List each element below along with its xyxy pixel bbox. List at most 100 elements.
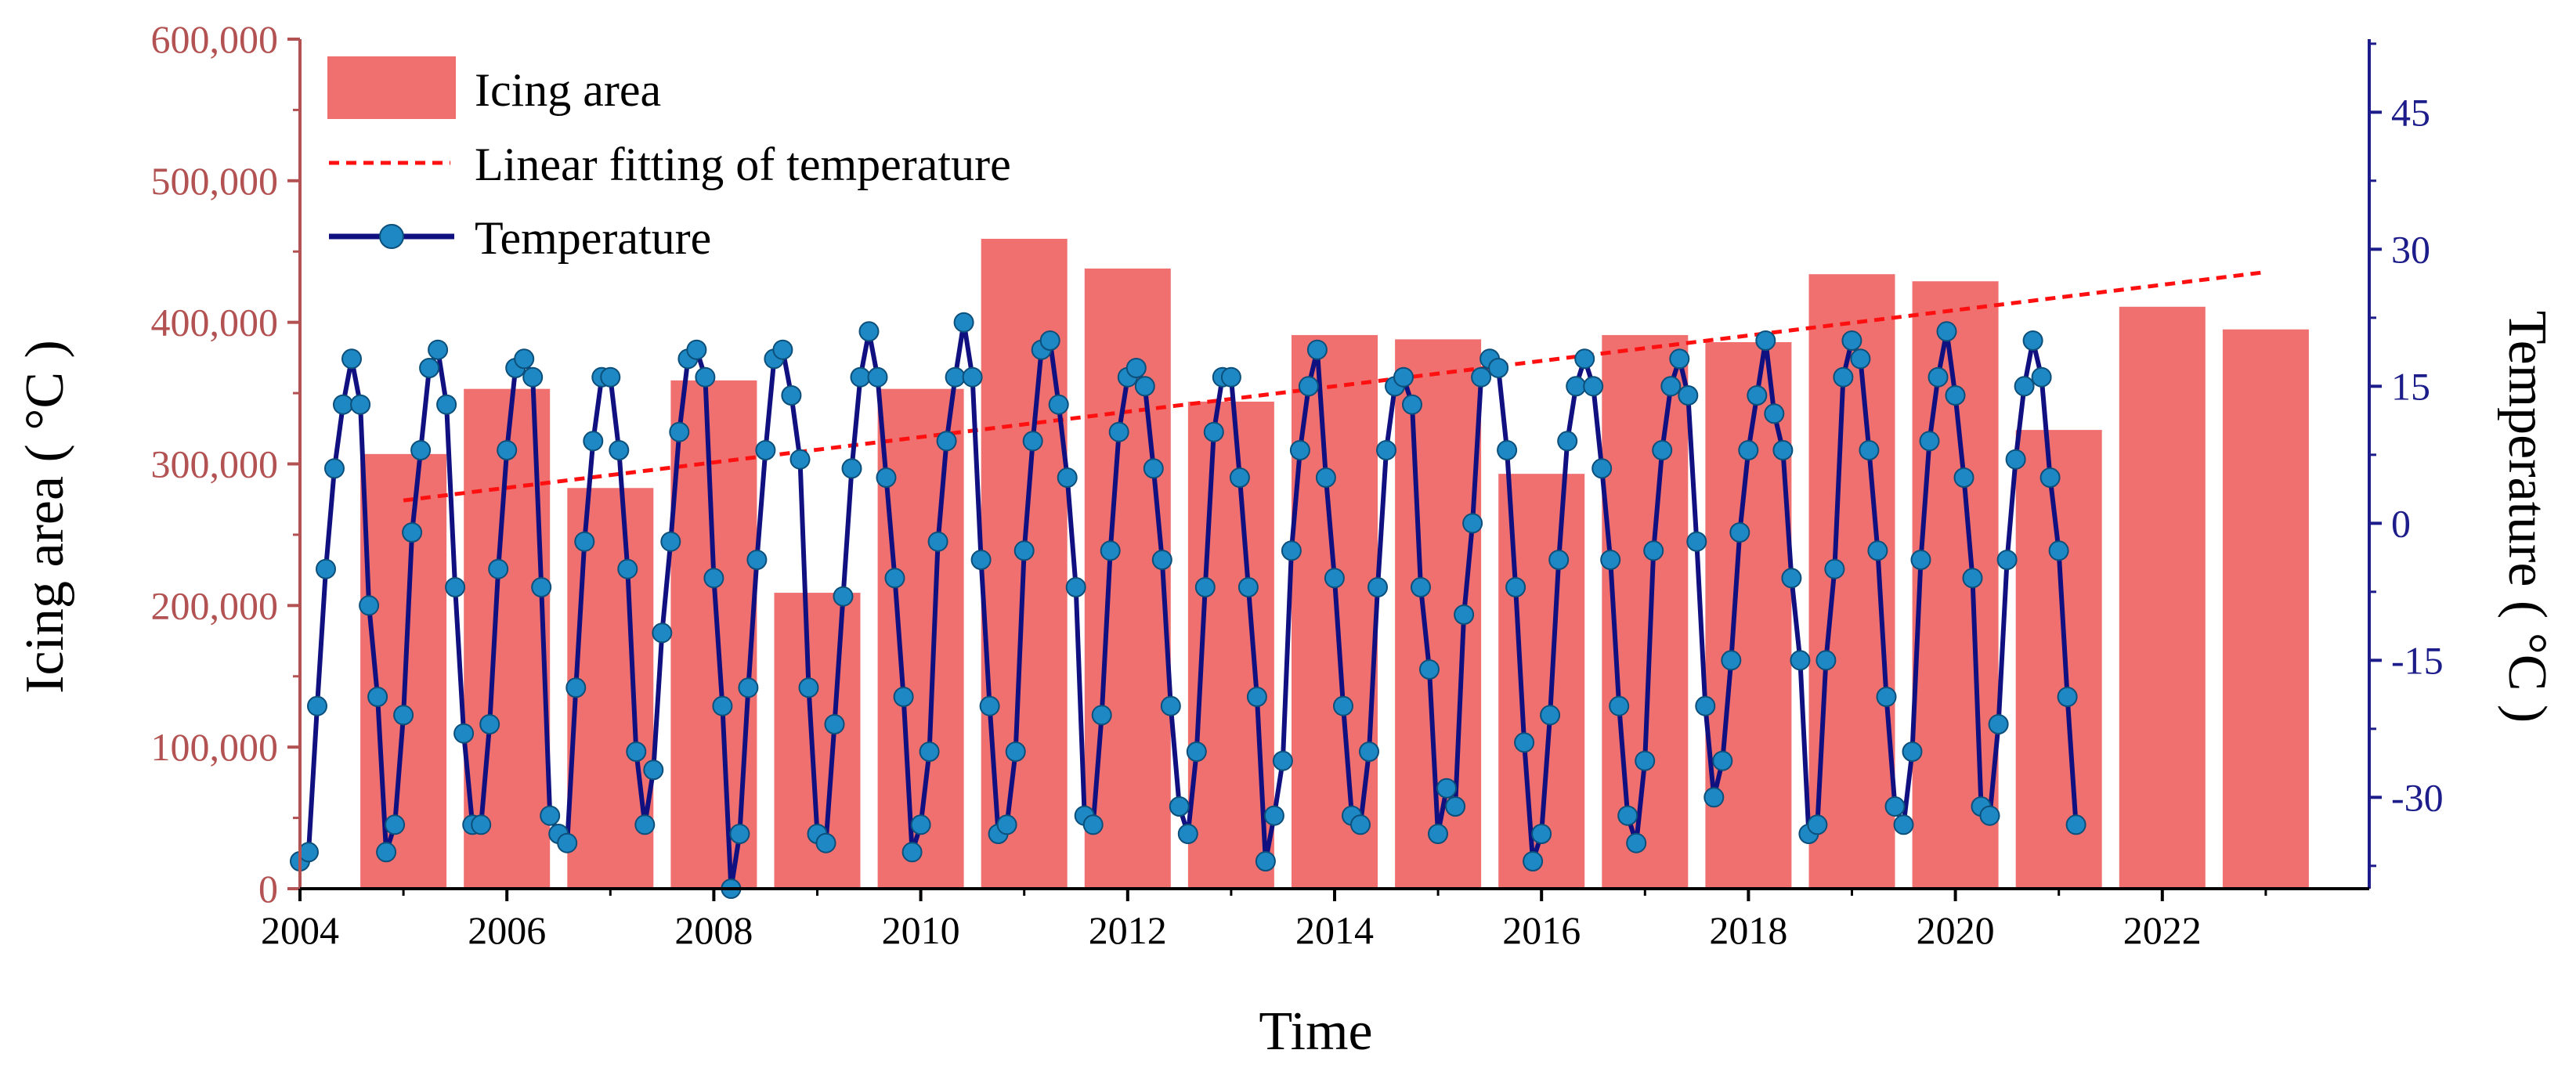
temperature-point (1660, 376, 1682, 397)
temperature-point (996, 814, 1017, 835)
temperature-point (1591, 458, 1613, 479)
temperature-point (1203, 421, 1224, 442)
right-axis-tick-label: 15 (2391, 364, 2430, 408)
temperature-point (953, 312, 974, 333)
left-axis-tick-label: 600,000 (151, 17, 279, 61)
temperature-point (609, 440, 630, 460)
temperature-point (876, 467, 897, 488)
right-axis-tick-label: 0 (2391, 501, 2411, 545)
left-axis-tick-label: 300,000 (151, 442, 279, 486)
temperature-point (402, 522, 423, 543)
temperature-point (660, 531, 681, 552)
temperature-point (1876, 687, 1897, 707)
temperature-point (1333, 695, 1353, 716)
temperature-point (1281, 540, 1302, 561)
temperature-point (522, 366, 544, 388)
temperature-point (1523, 851, 1544, 871)
temperature-point (1548, 550, 1570, 570)
icing-bar-2022 (2119, 306, 2206, 889)
temperature-point (471, 814, 492, 835)
temperature-point (479, 714, 500, 734)
temperature-point (1246, 687, 1267, 707)
temperature-point (1996, 550, 2018, 570)
temperature-point (1255, 851, 1276, 871)
temperature-point (2065, 814, 2086, 835)
temperature-point (1566, 376, 1587, 397)
temperature-point (1962, 568, 1983, 589)
temperature-point (1359, 741, 1379, 762)
temperature-point (1428, 824, 1448, 844)
temperature-point (453, 723, 475, 744)
legend-label-linear-fit: Linear fitting of temperature (475, 139, 1011, 190)
temperature-point (1143, 458, 1164, 479)
temperature-point (1220, 366, 1241, 388)
temperature-point (1884, 796, 1906, 817)
temperature-point (738, 677, 759, 698)
temperature-point (1229, 467, 1250, 488)
temperature-point (1039, 330, 1060, 351)
temperature-point (910, 814, 931, 835)
icing-bar-2019 (1808, 274, 1895, 889)
temperature-point (626, 741, 647, 762)
icing-bar-2021 (2015, 430, 2102, 889)
temperature-point (428, 339, 449, 360)
icing-bar-2017 (1602, 334, 1689, 889)
temperature-point (1953, 467, 1974, 488)
temperature-point (1419, 659, 1440, 680)
temperature-point (617, 558, 638, 579)
temperature-point (1151, 550, 1172, 570)
temperature-point (927, 531, 948, 552)
temperature-point (1497, 440, 1518, 460)
temperature-point (2057, 687, 2078, 707)
temperature-point (746, 550, 768, 570)
temperature-point (1703, 787, 1725, 808)
temperature-point (2031, 366, 2052, 388)
temperature-point (1350, 814, 1371, 835)
temperature-point (497, 440, 518, 460)
temperature-point (979, 695, 1000, 716)
temperature-point (712, 695, 733, 716)
right-axis-tick-label: 45 (2391, 90, 2430, 134)
temperature-point (652, 622, 673, 644)
right-axis-tick-label: -15 (2391, 638, 2444, 682)
temperature-point (815, 832, 836, 853)
temperature-point (376, 842, 397, 863)
temperature-point (1082, 814, 1104, 835)
legend-label-icing-area: Icing area (475, 64, 661, 116)
temperature-point (1755, 330, 1776, 351)
temperature-point (833, 586, 854, 607)
temperature-point (1617, 805, 1638, 826)
bottom-axis-tick-label: 2012 (1089, 908, 1167, 952)
temperature-point (669, 421, 690, 442)
legend-swatch-temperature-marker (379, 224, 404, 249)
temperature-point (514, 348, 535, 370)
temperature-point (1367, 577, 1388, 597)
temperature-point (962, 366, 983, 388)
temperature-point (445, 577, 466, 597)
temperature-point (634, 814, 656, 835)
temperature-point (1721, 650, 1742, 671)
temperature-point (385, 814, 406, 835)
temperature-point (1583, 376, 1604, 397)
temperature-point (1678, 385, 1699, 406)
temperature-point (686, 339, 707, 360)
temperature-point (1893, 814, 1914, 835)
temperature-point (1635, 750, 1656, 771)
temperature-point (901, 842, 923, 863)
linear-fit-line (403, 270, 2267, 503)
temperature-point (893, 687, 914, 707)
bottom-axis-tick-label: 2004 (261, 908, 339, 952)
temperature-series (290, 312, 2086, 899)
temperature-point (1738, 440, 1759, 460)
temperature-point (1125, 358, 1147, 378)
temperature-point (1411, 577, 1431, 597)
temperature-point (1979, 805, 2000, 826)
bottom-axis-tick-label: 2008 (674, 908, 753, 952)
temperature-point (1022, 431, 1043, 452)
bottom-axis-tick-label: 2006 (468, 908, 546, 952)
left-axis-tick-label: 200,000 (151, 583, 279, 627)
temperature-point (1065, 577, 1086, 597)
bottom-axis-tick-label: 2014 (1295, 908, 1374, 952)
temperature-point (1669, 348, 1690, 370)
temperature-point (1237, 577, 1259, 597)
